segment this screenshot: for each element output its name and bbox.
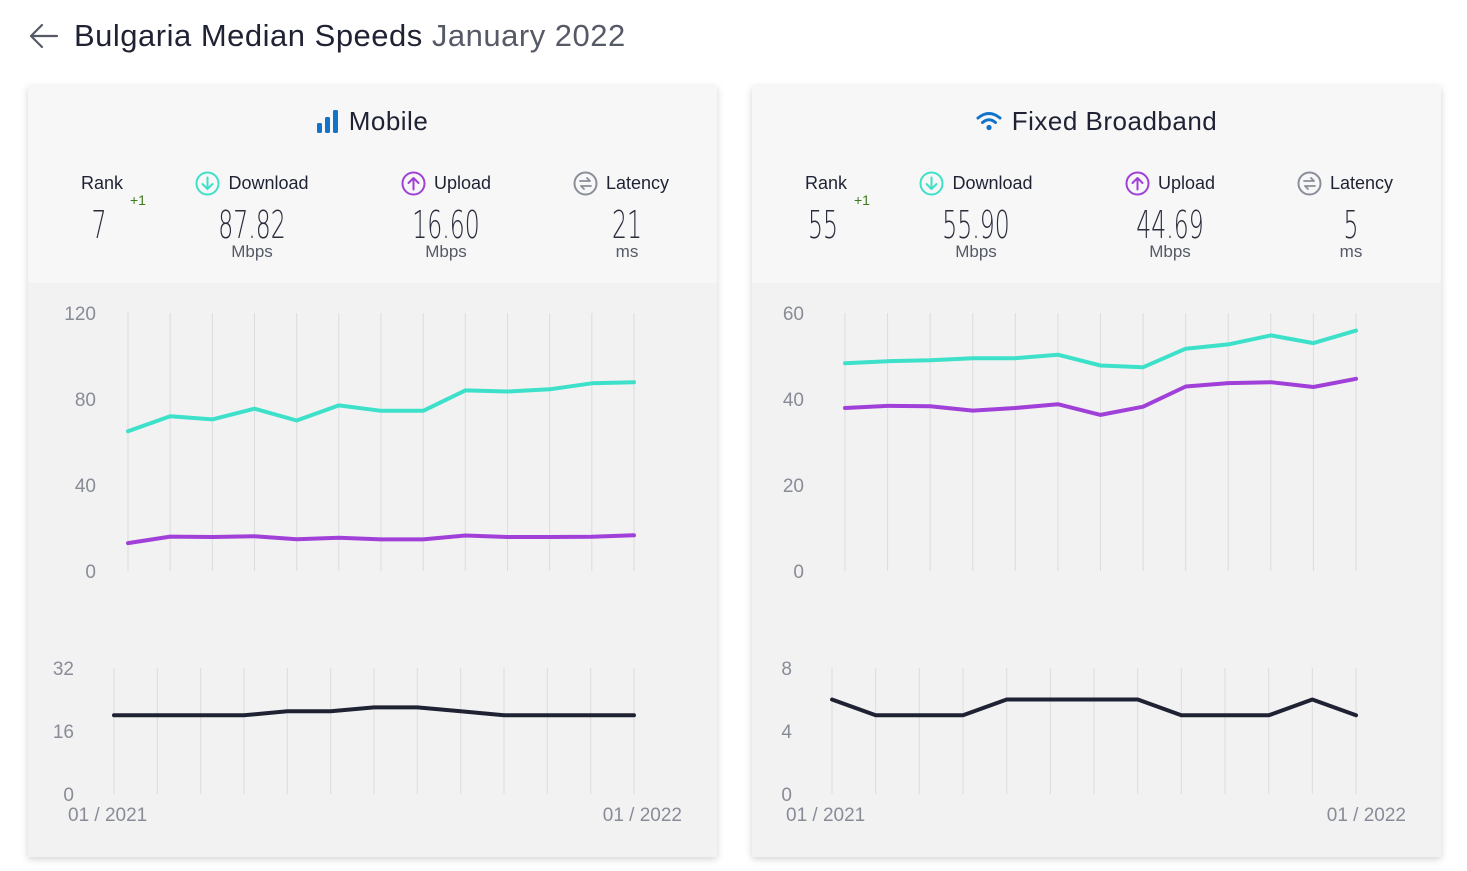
upload-series-line xyxy=(126,533,636,546)
fixed-download-label: Download xyxy=(906,170,1046,196)
page-title-main: Bulgaria Median Speeds xyxy=(74,18,423,53)
upload-series-line xyxy=(843,376,1358,417)
mobile-upload-unit: Mbps xyxy=(425,242,467,261)
y-tick-label: 8 xyxy=(781,659,792,680)
mobile-upload-label-text: Upload xyxy=(433,172,492,193)
fixed-download-value: 55.90 xyxy=(942,203,1010,247)
arrow-down-circle-icon xyxy=(195,171,220,196)
fixed-card-summary: Fixed Broadband Rank 55 +1 Download 55.9… xyxy=(752,86,1441,283)
mobile-download-unit: Mbps xyxy=(231,242,273,261)
mobile-card-summary: Mobile Rank 7 +1 Download 87.82 Mbps Upl… xyxy=(28,86,717,283)
fixed-title-text: Fixed Broadband xyxy=(1011,105,1218,136)
y-tick-label: 0 xyxy=(793,562,804,583)
mobile-speed-chart: 0 40 80 120 xyxy=(64,304,636,583)
y-tick-label: 80 xyxy=(75,390,96,411)
mobile-chart: 0 40 80 120 0 16 32 01 / 2021 01 / 2022 xyxy=(53,304,682,826)
mobile-rank-metric: Rank 7 xyxy=(56,170,148,247)
y-tick-label: 20 xyxy=(783,476,804,497)
fixed-latency-label: Latency xyxy=(1278,170,1412,196)
fixed-upload-label: Upload xyxy=(1104,170,1236,196)
fixed-card-title: Fixed Broadband xyxy=(752,104,1441,138)
latency-series-line xyxy=(112,705,636,718)
mobile-rank-label: Rank xyxy=(80,172,124,193)
fixed-rank-value: 55 xyxy=(808,203,838,247)
mobile-upload-metric: Upload 16.60 Mbps xyxy=(380,170,512,262)
fixed-latency-chart: 0 4 8 xyxy=(781,659,1358,806)
fixed-upload-label-text: Upload xyxy=(1157,172,1216,193)
mobile-title-text: Mobile xyxy=(348,105,429,136)
fixed-upload-unit: Mbps xyxy=(1149,242,1191,261)
fixed-x-end-label: 01 / 2022 xyxy=(1327,805,1406,826)
mobile-x-start-label: 01 / 2021 xyxy=(68,805,147,826)
mobile-download-value: 87.82 xyxy=(218,203,286,247)
mobile-card-title: Mobile xyxy=(28,104,717,138)
fixed-speed-chart: 0 20 40 60 xyxy=(783,304,1358,583)
back-button[interactable] xyxy=(26,19,60,53)
y-tick-label: 32 xyxy=(53,659,74,680)
page-title: Bulgaria Median Speeds January 2022 xyxy=(74,18,626,54)
mobile-latency-metric: Latency 21 ms xyxy=(554,170,688,262)
arrow-down-circle-icon xyxy=(919,171,944,196)
fixed-rank-change: +1 xyxy=(854,192,870,208)
mobile-rank-value: 7 xyxy=(91,203,107,247)
y-tick-label: 0 xyxy=(63,785,74,806)
y-tick-label: 40 xyxy=(783,390,804,411)
fixed-download-metric: Download 55.90 Mbps xyxy=(906,170,1046,262)
fixed-rank-metric: Rank 55 xyxy=(780,170,872,247)
fixed-latency-unit: ms xyxy=(1339,242,1363,261)
download-series-line xyxy=(126,380,636,434)
mobile-upload-label: Upload xyxy=(380,170,512,196)
fixed-rank-label: Rank xyxy=(804,172,848,193)
fixed-download-label-text: Download xyxy=(952,172,1033,193)
fixed-latency-label-text: Latency xyxy=(1329,172,1394,193)
y-tick-label: 0 xyxy=(85,562,96,583)
mobile-x-end-label: 01 / 2022 xyxy=(603,805,682,826)
arrow-up-circle-icon xyxy=(1125,171,1150,196)
mobile-card: Mobile Rank 7 +1 Download 87.82 Mbps Upl… xyxy=(28,86,717,857)
fixed-upload-metric: Upload 44.69 Mbps xyxy=(1104,170,1236,262)
mobile-rank-change: +1 xyxy=(130,192,146,208)
download-series-line xyxy=(843,328,1358,370)
fixed-latency-metric: Latency 5 ms xyxy=(1278,170,1412,262)
latency-circle-icon xyxy=(1297,171,1322,196)
wifi-icon xyxy=(976,110,1002,132)
y-tick-label: 4 xyxy=(781,722,792,743)
arrow-up-circle-icon xyxy=(401,171,426,196)
mobile-download-label-text: Download xyxy=(228,172,309,193)
mobile-download-metric: Download 87.82 Mbps xyxy=(182,170,322,262)
mobile-upload-value: 16.60 xyxy=(412,203,480,247)
latency-series-line xyxy=(830,697,1358,718)
mobile-latency-value: 21 xyxy=(612,203,642,247)
mobile-download-label: Download xyxy=(182,170,322,196)
mobile-latency-unit: ms xyxy=(615,242,639,261)
page-header: Bulgaria Median Speeds January 2022 xyxy=(26,14,626,58)
mobile-latency-chart: 0 16 32 xyxy=(53,659,636,806)
mobile-latency-label-text: Latency xyxy=(605,172,670,193)
fixed-x-start-label: 01 / 2021 xyxy=(786,805,865,826)
mobile-latency-label: Latency xyxy=(554,170,688,196)
signal-bars-icon xyxy=(316,109,339,133)
latency-circle-icon xyxy=(573,171,598,196)
fixed-latency-value: 5 xyxy=(1343,203,1359,247)
y-tick-label: 60 xyxy=(783,304,804,325)
y-tick-label: 0 xyxy=(781,785,792,806)
fixed-upload-value: 44.69 xyxy=(1136,203,1204,247)
fixed-download-unit: Mbps xyxy=(955,242,997,261)
y-tick-label: 16 xyxy=(53,722,74,743)
page-title-period: January 2022 xyxy=(431,18,626,53)
fixed-chart: 0 20 40 60 0 4 8 01 / 2021 01 / 2022 xyxy=(781,304,1406,826)
y-tick-label: 40 xyxy=(75,476,96,497)
arrow-left-icon xyxy=(29,23,59,49)
fixed-broadband-card: Fixed Broadband Rank 55 +1 Download 55.9… xyxy=(752,86,1441,857)
y-tick-label: 120 xyxy=(64,304,96,325)
